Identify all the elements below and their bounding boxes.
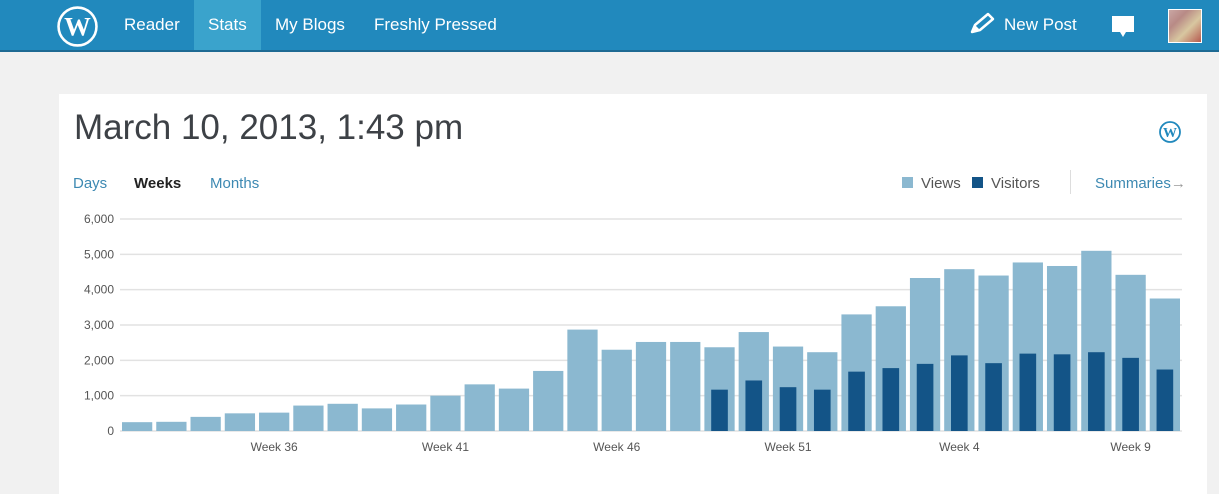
y-tick-label: 0: [107, 424, 114, 438]
legend-views[interactable]: Views: [902, 175, 961, 192]
legend-label-visitors: Visitors: [991, 175, 1040, 192]
views-bar[interactable]: [464, 384, 495, 431]
visitors-bar[interactable]: [1088, 352, 1105, 431]
summaries-link[interactable]: Summaries→: [1095, 175, 1186, 192]
views-bar[interactable]: [259, 412, 290, 431]
nav-my-blogs[interactable]: My Blogs: [275, 15, 345, 34]
wordpress-logo-icon[interactable]: W: [1159, 121, 1181, 143]
legend-divider: [1070, 170, 1071, 194]
visitors-bar[interactable]: [1156, 369, 1174, 431]
new-post-button[interactable]: New Post: [968, 0, 1077, 50]
views-bar[interactable]: [635, 341, 667, 431]
x-tick-label: Week 46: [593, 440, 640, 454]
legend-swatch-visitors: [972, 177, 983, 189]
right-panel-background: [1207, 94, 1219, 475]
visitors-bar[interactable]: [951, 355, 968, 431]
views-bar[interactable]: [327, 403, 358, 431]
y-tick-label: 1,000: [84, 389, 114, 403]
visitors-bar[interactable]: [1122, 357, 1139, 431]
visitors-bar[interactable]: [985, 363, 1002, 431]
visitors-bar[interactable]: [813, 389, 831, 431]
x-tick-label: Week 9: [1110, 440, 1151, 454]
summaries-label: Summaries: [1095, 175, 1171, 192]
x-tick-label: Week 51: [764, 440, 811, 454]
views-bar[interactable]: [533, 370, 564, 431]
user-avatar[interactable]: [1168, 9, 1202, 43]
arrow-right-icon: →: [1170, 175, 1186, 192]
views-bar[interactable]: [190, 416, 221, 431]
y-tick-label: 4,000: [84, 283, 114, 297]
x-tick-label: Week 36: [251, 440, 298, 454]
views-bar[interactable]: [498, 388, 530, 431]
new-post-label: New Post: [1004, 15, 1077, 34]
visitors-bar[interactable]: [711, 389, 728, 431]
page-title: March 10, 2013, 1:43 pm: [74, 108, 464, 147]
visitors-bar[interactable]: [916, 363, 934, 431]
tab-days[interactable]: Days: [73, 175, 108, 192]
x-tick-label: Week 4: [939, 440, 980, 454]
x-tick-label: Week 41: [422, 440, 469, 454]
y-tick-label: 3,000: [84, 318, 114, 332]
tab-months[interactable]: Months: [210, 175, 260, 192]
visitors-bar[interactable]: [882, 368, 900, 431]
views-bar[interactable]: [567, 329, 598, 431]
views-bar[interactable]: [122, 422, 153, 431]
speech-bubble-icon[interactable]: [1110, 14, 1136, 40]
legend-label-views: Views: [921, 175, 961, 192]
y-tick-label: 6,000: [84, 212, 114, 226]
top-navigation-bar: W Reader Stats My Blogs Freshly Pressed …: [0, 0, 1219, 52]
tab-weeks[interactable]: Weeks: [134, 175, 182, 192]
views-bar[interactable]: [224, 413, 256, 431]
nav-freshly-pressed[interactable]: Freshly Pressed: [374, 15, 497, 34]
views-bar[interactable]: [361, 408, 393, 431]
nav-stats[interactable]: Stats: [194, 0, 261, 50]
legend-swatch-views: [902, 177, 913, 189]
svg-text:W: W: [1163, 126, 1177, 141]
pencil-icon: [970, 12, 995, 33]
y-tick-label: 2,000: [84, 353, 114, 367]
svg-text:W: W: [64, 12, 91, 42]
visitors-bar[interactable]: [745, 380, 763, 431]
visitors-bar[interactable]: [779, 387, 797, 431]
visitors-bar[interactable]: [1053, 354, 1071, 431]
views-bar[interactable]: [293, 405, 324, 431]
views-bar[interactable]: [670, 341, 701, 431]
visitors-bar[interactable]: [1019, 353, 1037, 431]
views-bar[interactable]: [156, 421, 187, 431]
views-bar[interactable]: [396, 404, 427, 432]
visitors-bar[interactable]: [848, 371, 865, 431]
wordpress-logo-icon[interactable]: W: [57, 6, 98, 47]
stats-bar-chart: 0 1,000 2,000 3,000 4,000 5,000 6,000 Week 36 We…: [84, 212, 1182, 454]
y-tick-label: 5,000: [84, 247, 114, 261]
nav-reader[interactable]: Reader: [124, 15, 180, 34]
legend-visitors[interactable]: Visitors: [972, 175, 1040, 192]
views-bar[interactable]: [601, 349, 632, 431]
views-bar[interactable]: [430, 395, 461, 431]
